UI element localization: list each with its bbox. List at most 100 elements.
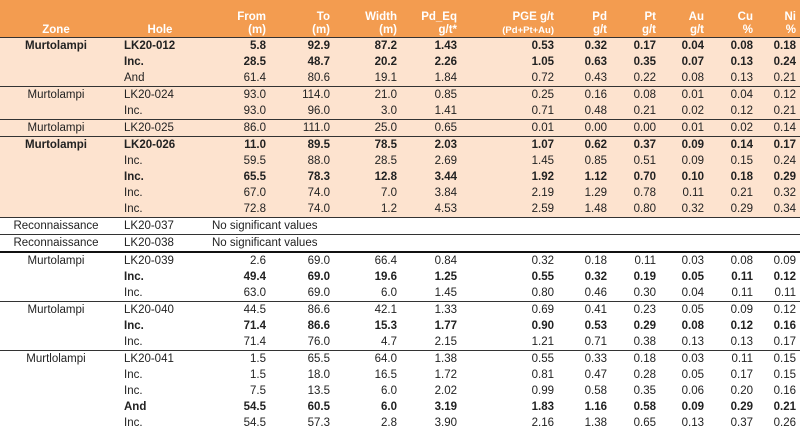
- cell-pdeq: 1.84: [401, 69, 461, 86]
- cell-pge: 0.80: [461, 284, 558, 301]
- cell-zone: Murtolampi: [0, 36, 112, 54]
- cell-to: 78.3: [270, 168, 334, 185]
- cell-pd: 0.85: [558, 152, 611, 169]
- cell-pdeq: 2.03: [401, 135, 461, 153]
- cell-note: No significant values: [208, 216, 800, 234]
- cell-zone: [0, 184, 112, 201]
- cell-ni: 0.34: [757, 200, 800, 217]
- cell-pt: 0.35: [611, 53, 660, 70]
- cell-width: 6.0: [334, 398, 401, 415]
- table-row: Murtlolampi LK20-041 1.5 65.5 64.0 1.38 0.55 0.…: [0, 349, 800, 367]
- cell-pge: 0.32: [461, 250, 558, 269]
- cell-to: 86.6: [270, 300, 334, 318]
- cell-ni: 0.11: [757, 284, 800, 301]
- header-to: To (m): [270, 0, 334, 37]
- cell-from: 44.5: [208, 300, 270, 318]
- cell-au: 0.09: [660, 135, 708, 153]
- cell-pt: 0.11: [611, 250, 660, 269]
- cell-pt: 0.58: [611, 398, 660, 415]
- cell-pdeq: 1.45: [401, 284, 461, 301]
- cell-hole: LK20-012: [112, 36, 208, 54]
- cell-width: 64.0: [334, 349, 401, 367]
- cell-pt: 0.22: [611, 69, 660, 86]
- table-row: And 61.4 80.6 19.1 1.84 0.72 0.43 0.22 0.08 0.13 0…: [0, 69, 800, 86]
- cell-pdeq: 4.53: [401, 200, 461, 217]
- cell-pd: 0.46: [558, 284, 611, 301]
- header-pt: Pt g/t: [611, 0, 660, 37]
- cell-zone: [0, 200, 112, 217]
- cell-zone: [0, 69, 112, 86]
- table-row: Inc. 72.8 74.0 1.2 4.53 2.59 1.48 0.80 0.32 0.29 0…: [0, 200, 800, 217]
- cell-zone: Reconnaissance: [0, 216, 112, 234]
- cell-cu: 0.37: [708, 414, 757, 431]
- cell-au: 0.10: [660, 168, 708, 185]
- cell-pd: 0.48: [558, 102, 611, 119]
- cell-pge: 2.59: [461, 200, 558, 217]
- cell-zone: [0, 317, 112, 334]
- cell-zone: Murtolampi: [0, 118, 112, 136]
- cell-cu: 0.13: [708, 53, 757, 70]
- cell-cu: 0.13: [708, 69, 757, 86]
- cell-zone: Murtolampi: [0, 135, 112, 153]
- cell-width: 21.0: [334, 85, 401, 103]
- cell-ni: 0.12: [757, 85, 800, 103]
- cell-pd: 0.41: [558, 300, 611, 318]
- cell-hole: LK20-024: [112, 85, 208, 103]
- cell-cu: 0.04: [708, 85, 757, 103]
- cell-pd: 0.32: [558, 36, 611, 54]
- table-row: Inc. 63.0 69.0 6.0 1.45 0.80 0.46 0.30 0.04 0.11 0…: [0, 284, 800, 301]
- cell-width: 20.2: [334, 53, 401, 70]
- cell-from: 61.4: [208, 69, 270, 86]
- cell-hole: Inc.: [112, 102, 208, 119]
- cell-from: 93.0: [208, 102, 270, 119]
- cell-to: 74.0: [270, 184, 334, 201]
- cell-au: 0.03: [660, 250, 708, 269]
- cell-zone: [0, 414, 112, 431]
- table-row: Inc. 49.4 69.0 19.6 1.25 0.55 0.32 0.19 0.05 0.11…: [0, 268, 800, 285]
- header-au: Au g/t: [660, 0, 708, 37]
- cell-width: 19.6: [334, 268, 401, 285]
- cell-from: 71.4: [208, 333, 270, 350]
- cell-pd: 0.32: [558, 268, 611, 285]
- cell-zone: Murtolampi: [0, 85, 112, 103]
- cell-pt: 0.23: [611, 300, 660, 318]
- cell-from: 49.4: [208, 268, 270, 285]
- cell-width: 78.5: [334, 135, 401, 153]
- cell-pge: 0.71: [461, 102, 558, 119]
- cell-ni: 0.14: [757, 118, 800, 136]
- cell-to: 92.9: [270, 36, 334, 54]
- header-ni: Ni%: [757, 0, 800, 37]
- cell-au: 0.05: [660, 300, 708, 318]
- cell-ni: 0.21: [757, 102, 800, 119]
- cell-to: 86.6: [270, 317, 334, 334]
- cell-cu: 0.08: [708, 36, 757, 54]
- cell-au: 0.01: [660, 118, 708, 136]
- cell-hole: Inc.: [112, 414, 208, 431]
- cell-pdeq: 3.44: [401, 168, 461, 185]
- cell-from: 86.0: [208, 118, 270, 136]
- cell-au: 0.03: [660, 349, 708, 367]
- cell-pdeq: 3.19: [401, 398, 461, 415]
- cell-pt: 0.28: [611, 366, 660, 383]
- table-row: Murtolampi LK20-025 86.0 111.0 25.0 0.65 0.01 0…: [0, 118, 800, 136]
- table-row: Inc. 59.5 88.0 28.5 2.69 1.45 0.85 0.51 0.09 0.15…: [0, 152, 800, 169]
- cell-au: 0.04: [660, 36, 708, 54]
- cell-pt: 0.19: [611, 268, 660, 285]
- cell-au: 0.04: [660, 284, 708, 301]
- cell-pge: 0.81: [461, 366, 558, 383]
- cell-to: 48.7: [270, 53, 334, 70]
- cell-zone: Murtolampi: [0, 300, 112, 318]
- cell-pdeq: 0.84: [401, 250, 461, 269]
- cell-cu: 0.09: [708, 300, 757, 318]
- cell-ni: 0.21: [757, 398, 800, 415]
- cell-hole: Inc.: [112, 184, 208, 201]
- cell-pge: 1.45: [461, 152, 558, 169]
- cell-pge: 0.72: [461, 69, 558, 86]
- table-row: Murtolampi LK20-012 5.8 92.9 87.2 1.43 0.53 0.3…: [0, 36, 800, 54]
- header-row: Zone Hole From (m) To (m) Width (m) Pd_Eq g/…: [0, 0, 800, 37]
- cell-hole: Inc.: [112, 382, 208, 399]
- table-row: Reconnaissance LK20-037 No significant val…: [0, 216, 800, 234]
- cell-pge: 0.55: [461, 349, 558, 367]
- cell-hole: Inc.: [112, 268, 208, 285]
- cell-width: 4.7: [334, 333, 401, 350]
